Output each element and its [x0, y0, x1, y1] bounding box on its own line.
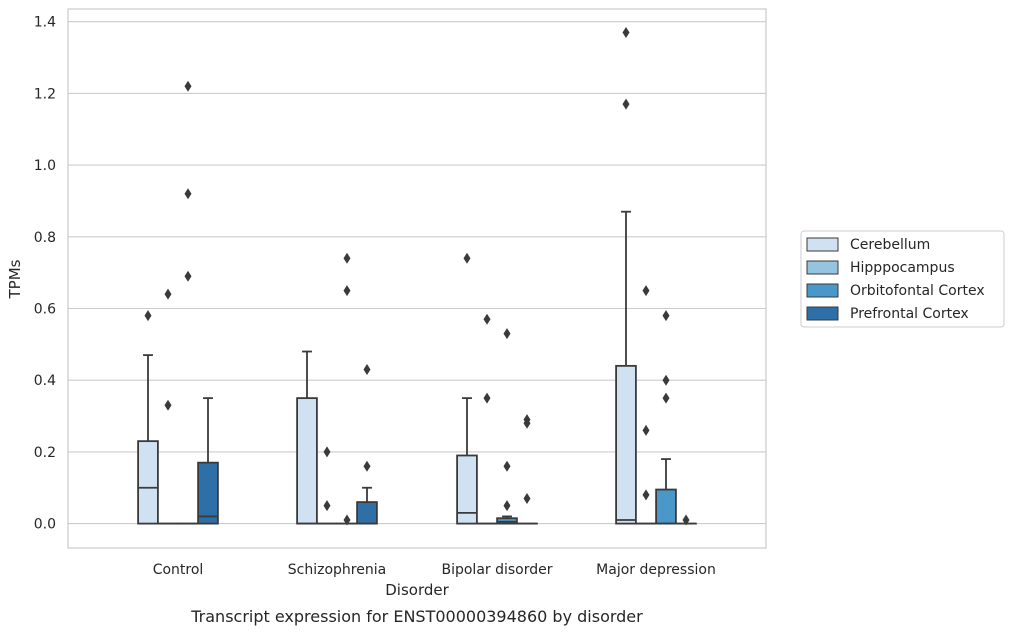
box: [615, 364, 637, 525]
outlier-point: [523, 414, 531, 426]
chart-caption: Transcript expression for ENST0000039486…: [190, 607, 643, 626]
outlier-point: [463, 252, 471, 264]
box-group: [296, 350, 318, 525]
box: [655, 488, 677, 525]
legend-entry: Orbitofontal Cortex: [850, 283, 985, 299]
legend-entry: Prefrontal Cortex: [850, 306, 969, 322]
outlier-point: [662, 392, 670, 404]
y-tick-label: 1.4: [34, 15, 56, 31]
legend-entry: Cerebellum: [850, 237, 930, 253]
box-group: [157, 288, 179, 525]
box-group: [336, 252, 358, 526]
box-group: [635, 285, 657, 525]
x-tick-label: Bipolar disorder: [441, 562, 552, 578]
box-group: [137, 310, 159, 525]
outlier-point: [682, 514, 690, 526]
box: [296, 397, 318, 525]
legend: Cerebellum Hipppocampus Orbitofontal Corte…: [800, 230, 1005, 328]
y-tick-label: 1.0: [34, 158, 56, 174]
outlier-point: [363, 460, 371, 472]
x-tick-label: Major depression: [596, 562, 716, 578]
y-tick-label: 0.8: [34, 230, 56, 246]
box-group: [316, 446, 338, 525]
outlier-point: [622, 98, 630, 110]
outlier-point: [503, 460, 511, 472]
outlier-point: [144, 310, 152, 322]
outlier-point: [642, 424, 650, 436]
x-tick-labels: Control Schizophrenia Bipolar disorder Majo…: [153, 562, 716, 578]
y-tick-label: 1.2: [34, 86, 56, 102]
box-group: [177, 80, 199, 525]
y-tick-label: 0.2: [34, 445, 56, 461]
outlier-point: [184, 80, 192, 92]
box-plot-marks: [137, 26, 697, 526]
box-group: [655, 310, 677, 525]
box-group: [197, 397, 219, 525]
outlier-point: [323, 500, 331, 512]
box-group: [516, 414, 538, 525]
outlier-point: [642, 489, 650, 501]
box-group: [476, 313, 498, 525]
outlier-point: [164, 399, 172, 411]
outlier-point: [343, 252, 351, 264]
box: [356, 501, 378, 525]
outlier-point: [184, 270, 192, 282]
legend-frame: [800, 230, 1005, 328]
box: [456, 454, 478, 525]
outlier-point: [323, 446, 331, 458]
outlier-point: [503, 328, 511, 340]
box-group: [496, 328, 518, 525]
box: [197, 461, 219, 525]
x-tick-label: Schizophrenia: [288, 562, 386, 578]
y-tick-label: 0.6: [34, 302, 56, 318]
legend-swatch: [806, 260, 839, 275]
outlier-point: [343, 285, 351, 297]
outlier-point: [343, 514, 351, 526]
outlier-point: [642, 285, 650, 297]
outlier-point: [622, 26, 630, 38]
box-group: [356, 363, 378, 525]
outlier-point: [483, 313, 491, 325]
y-tick-label: 0.0: [34, 517, 56, 533]
y-axis-label: TPMs: [6, 259, 24, 299]
legend-swatch: [806, 237, 839, 252]
outlier-point: [483, 392, 491, 404]
legend-swatch: [806, 306, 839, 321]
legend-entry: Hipppocampus: [850, 260, 955, 276]
box-group: [456, 252, 478, 525]
x-tick-label: Control: [153, 562, 204, 578]
y-tick-label: 0.4: [34, 373, 56, 389]
box-group: [615, 26, 637, 525]
box: [137, 440, 159, 525]
legend-swatch: [806, 283, 839, 298]
x-axis-label: Disorder: [385, 581, 449, 599]
outlier-point: [523, 493, 531, 505]
box-group: [675, 514, 697, 526]
outlier-point: [363, 363, 371, 375]
outlier-point: [184, 188, 192, 200]
outlier-point: [164, 288, 172, 300]
y-tick-labels: 0.0 0.2 0.4 0.6 0.8 1.0 1.2 1.4: [34, 15, 56, 533]
outlier-point: [503, 500, 511, 512]
outlier-point: [662, 310, 670, 322]
outlier-point: [662, 374, 670, 386]
plot-frame: [67, 8, 767, 549]
y-gridlines: [68, 21, 766, 525]
